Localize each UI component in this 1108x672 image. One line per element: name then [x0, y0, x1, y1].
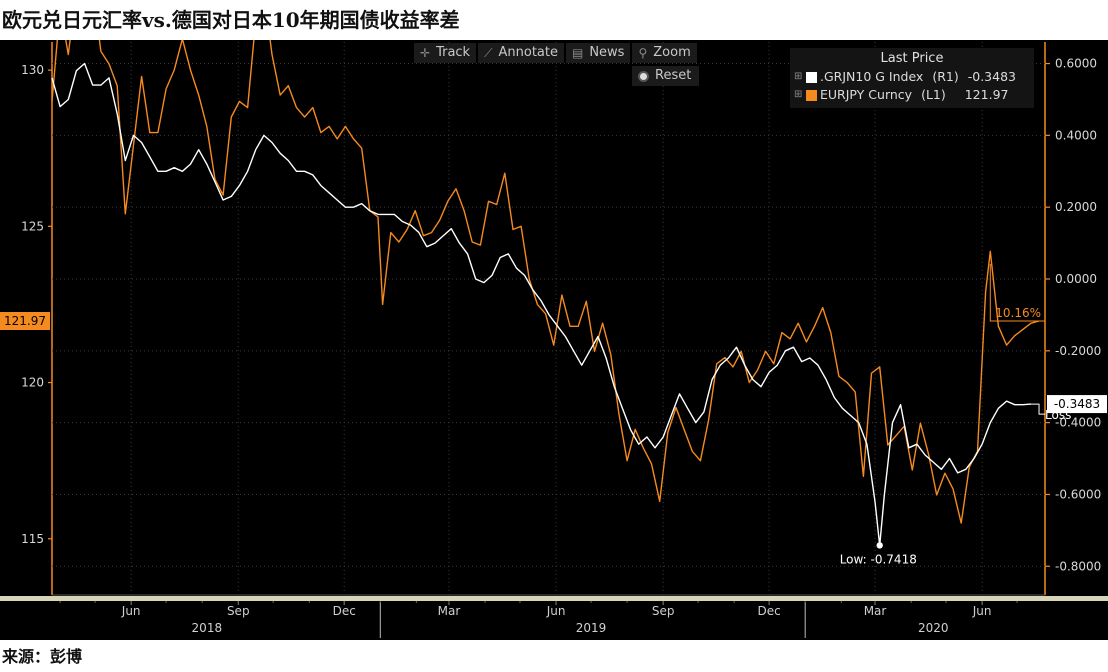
chart-toolbar: ✛ Track ⟋ Annotate ▤ News ⚲ Zoom — [414, 43, 697, 63]
chart-frame: Jun Sep Dec Mar Jun Sep Dec Mar Jun 2018 2019 2020 1… — [0, 0, 1108, 640]
year-label: 2018 — [192, 621, 223, 635]
expand-icon[interactable]: ⊞ — [794, 71, 803, 82]
track-label: Track — [436, 45, 471, 60]
zoom-label: Zoom — [653, 45, 691, 60]
right-tick-label: -0.4000 — [1055, 416, 1101, 430]
series-layer — [51, 0, 1040, 547]
left-current-value: 121.97 — [4, 314, 46, 328]
news-icon: ▤ — [571, 46, 584, 60]
right-tick-label: 0.4000 — [1055, 128, 1097, 142]
reset-label: Reset — [655, 68, 692, 83]
right-tick-label: -0.6000 — [1055, 487, 1101, 501]
change-bracket-line — [989, 263, 1045, 322]
axis-labels: Jun Sep Dec Mar Jun Sep Dec Mar Jun 2018 2019 2020 1… — [0, 57, 1107, 638]
right-tick-label: 0.6000 — [1055, 57, 1097, 71]
change-annotation: 10.16% — [995, 306, 1041, 320]
left-current-tag — [0, 311, 50, 330]
reset-dot-icon — [640, 72, 647, 80]
x-tick-label: Sep — [227, 604, 250, 618]
x-tick-label: Jun — [972, 604, 992, 618]
loss-annotation: Loss — [1045, 408, 1071, 422]
annotations: Loss 10.16% Low: -0.7418 — [840, 263, 1071, 566]
legend-panel: Last Price ⊞ .GRJN10 G Index (R1) -0.348… — [790, 48, 1034, 108]
x-tick-label: Sep — [652, 604, 675, 618]
expand-icon[interactable]: ⊞ — [794, 89, 803, 100]
track-button[interactable]: ✛ Track — [414, 43, 477, 63]
x-tick-label: Jun — [121, 604, 141, 618]
grjn10-series-line — [51, 62, 1032, 547]
year-label: 2020 — [918, 621, 949, 635]
page-title: 欧元兑日元汇率vs.德国对日本10年期国债收益率差 — [2, 8, 460, 32]
legend-label: EURJPY Curncy — [820, 87, 913, 102]
reset-button[interactable]: Reset — [632, 66, 700, 86]
loss-bracket-line — [1031, 403, 1045, 415]
left-tick-label: 120 — [21, 376, 44, 390]
x-tick-label: Dec — [333, 604, 356, 618]
left-tick-label: 125 — [21, 219, 44, 233]
crosshair-icon: ✛ — [420, 46, 431, 60]
source-note: 来源：彭博 — [2, 647, 83, 666]
x-tick-label: Dec — [757, 604, 780, 618]
legend-axis: (L1) — [921, 87, 946, 102]
left-tick-label: 115 — [21, 532, 44, 546]
x-tick-label: Jun — [546, 604, 566, 618]
eurjpy-series-line — [51, 0, 1040, 524]
low-annotation: Low: -0.7418 — [840, 552, 917, 566]
right-tick-label: -0.8000 — [1055, 559, 1101, 573]
news-button[interactable]: ▤ News — [565, 43, 631, 63]
legend-value: -0.3483 — [967, 69, 1016, 84]
low-marker — [876, 542, 883, 549]
legend-axis: (R1) — [932, 69, 959, 84]
right-tick-label: -0.2000 — [1055, 344, 1101, 358]
legend-value: 121.97 — [964, 87, 1009, 102]
right-current-value: -0.3483 — [1054, 397, 1100, 411]
magnifier-icon: ⚲ — [638, 46, 648, 60]
legend-entry-eurjpy[interactable]: ⊞ EURJPY Curncy (L1) 121.97 — [790, 86, 1034, 104]
time-scrollbar[interactable] — [0, 596, 1108, 601]
annotate-button[interactable]: ⟋ Annotate — [478, 43, 564, 63]
legend-label: .GRJN10 G Index — [820, 69, 924, 84]
pencil-icon: ⟋ — [484, 46, 493, 60]
x-tick-label: Mar — [864, 604, 887, 618]
legend-title: Last Price — [880, 51, 944, 66]
left-tick-label: 130 — [21, 63, 44, 77]
legend-entry-grjn10[interactable]: ⊞ .GRJN10 G Index (R1) -0.3483 — [790, 68, 1034, 86]
right-tick-label: 0.0000 — [1055, 272, 1097, 286]
chart-canvas: Jun Sep Dec Mar Jun Sep Dec Mar Jun 2018 2019 2020 1… — [0, 0, 1108, 638]
grid-lines — [52, 42, 1045, 595]
legend-swatch-white — [806, 71, 817, 83]
legend-swatch-orange — [806, 89, 817, 101]
zoom-button[interactable]: ⚲ Zoom — [632, 43, 697, 63]
right-current-tag — [1047, 395, 1107, 414]
right-tick-label: 0.2000 — [1055, 200, 1097, 214]
x-tick-label: Mar — [438, 604, 461, 618]
annotate-label: Annotate — [498, 45, 558, 60]
news-label: News — [589, 45, 625, 60]
year-label: 2019 — [576, 621, 607, 635]
